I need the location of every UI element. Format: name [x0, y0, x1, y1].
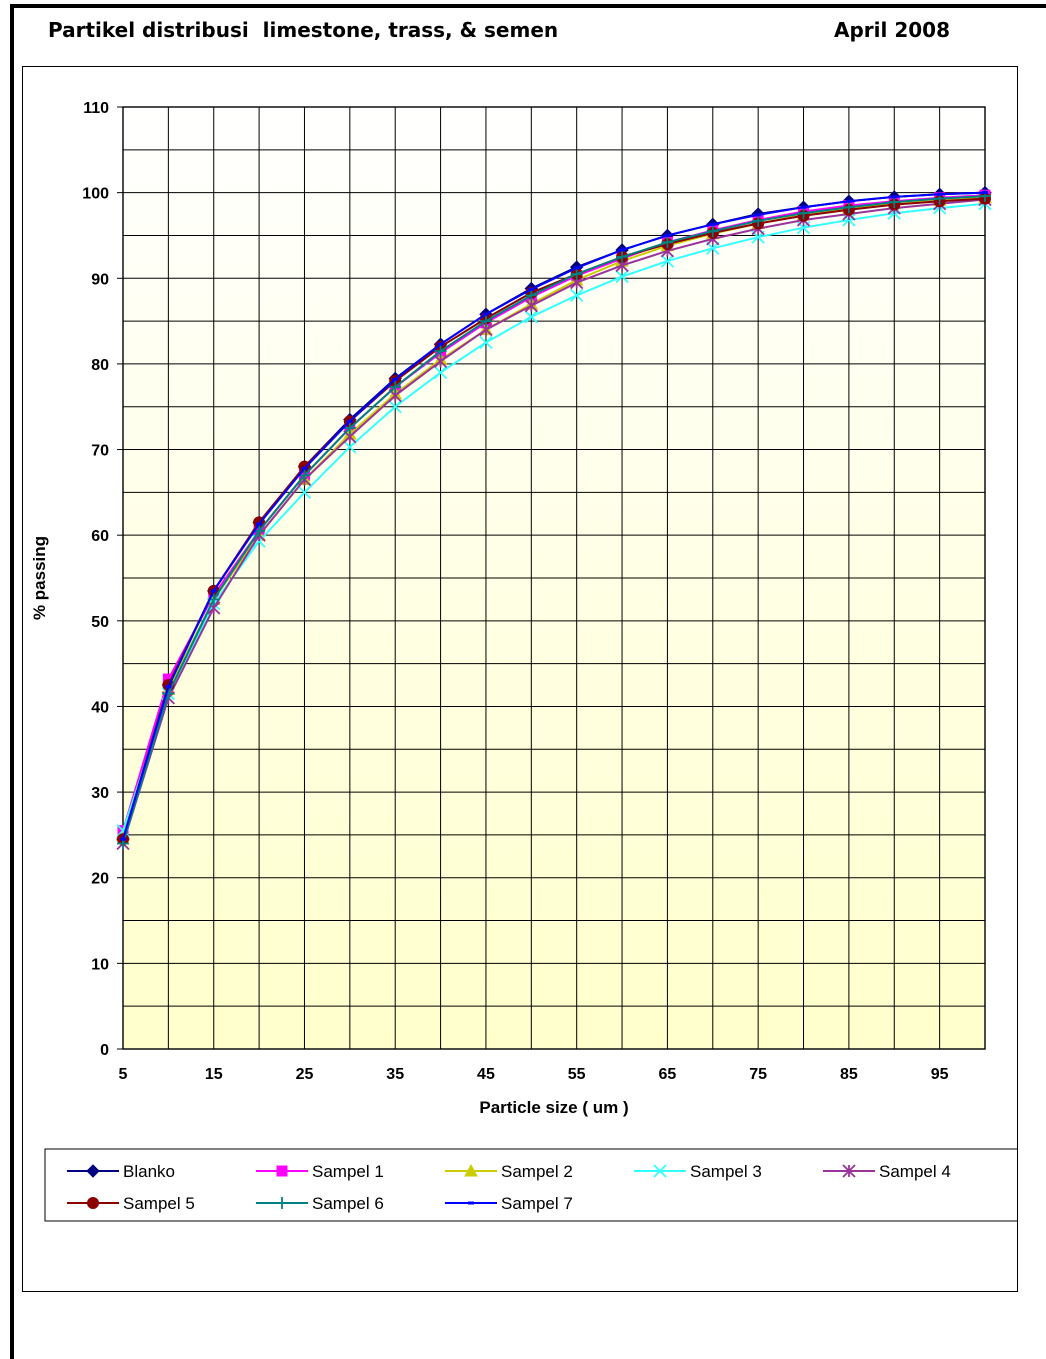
data-point — [433, 354, 448, 368]
data-point — [524, 299, 538, 313]
series-line — [122, 202, 986, 831]
series-line — [122, 191, 986, 840]
frame-top-border — [10, 4, 1046, 8]
page-date: April 2008 — [834, 18, 950, 42]
series-sampel-3 — [116, 197, 992, 838]
series-line — [122, 198, 986, 844]
data-point — [706, 241, 720, 255]
data-point — [842, 1164, 856, 1178]
data-point — [479, 335, 493, 350]
x-tick-label: 5 — [119, 1066, 128, 1083]
series-sampel-7 — [120, 191, 988, 841]
legend-label: Sampel 7 — [501, 1194, 573, 1213]
y-tick-label: 60 — [91, 528, 109, 545]
legend-label: Sampel 6 — [312, 1194, 384, 1213]
legend-item: Sampel 4 — [823, 1162, 951, 1181]
legend-item: Sampel 2 — [445, 1162, 573, 1181]
legend-label: Sampel 4 — [879, 1162, 951, 1181]
x-tick-label: 85 — [840, 1066, 858, 1083]
data-point — [276, 1197, 288, 1209]
legend-label: Sampel 3 — [690, 1162, 762, 1181]
data-point — [464, 1163, 478, 1177]
data-point — [343, 422, 356, 435]
series-layer — [116, 185, 992, 851]
line-chart: 0 10 20 30 40 50 60 70 80 90 100 110 5 15 25 35 45 55 65 7… — [30, 100, 1017, 1222]
data-point — [434, 345, 447, 358]
series-line — [122, 197, 986, 840]
x-axis-ticks: 5 15 25 35 45 55 65 75 85 95 — [119, 1066, 949, 1083]
legend-item: Sampel 5 — [67, 1194, 195, 1213]
data-point — [615, 269, 629, 284]
y-tick-label: 10 — [91, 956, 109, 973]
legend-label: Sampel 5 — [123, 1194, 195, 1213]
y-tick-label: 70 — [91, 443, 109, 460]
data-point — [388, 400, 402, 414]
y-tick-label: 0 — [100, 1042, 109, 1059]
data-point — [525, 289, 538, 302]
data-point — [479, 315, 492, 328]
legend-item: Sampel 3 — [634, 1162, 762, 1181]
data-point — [570, 267, 583, 280]
y-tick-label: 110 — [83, 100, 109, 117]
y-tick-label: 30 — [91, 785, 109, 802]
series-sampel-6 — [117, 190, 991, 850]
legend-box — [44, 1148, 1017, 1222]
data-point — [661, 236, 674, 249]
x-tick-label: 55 — [568, 1066, 586, 1083]
y-tick-label: 90 — [91, 271, 109, 288]
series-line — [122, 195, 986, 844]
x-tick-label: 65 — [659, 1066, 677, 1083]
data-point — [297, 485, 312, 500]
y-tick-label: 40 — [91, 699, 109, 716]
legend: Blanko Sampel 1 Sampel 2 Sampel 3 Sampel 4 Sa… — [44, 1148, 1017, 1222]
legend-item: Sampel 1 — [256, 1162, 384, 1181]
legend-item: Blanko — [67, 1162, 175, 1181]
y-axis-title: % passing — [30, 536, 49, 620]
x-tick-label: 15 — [205, 1066, 223, 1083]
x-tick-label: 45 — [477, 1066, 495, 1083]
chart-container: 0 10 20 30 40 50 60 70 80 90 100 110 5 15 25 35 45 55 65 7… — [22, 66, 1018, 1292]
y-tick-label: 80 — [91, 357, 109, 374]
data-point — [298, 469, 311, 482]
x-axis-title: Particle size ( um ) — [479, 1098, 628, 1117]
frame-left-border — [10, 4, 14, 1359]
x-tick-label: 75 — [749, 1066, 767, 1083]
data-point — [276, 1165, 288, 1177]
data-point — [87, 1197, 99, 1209]
x-tick-label: 35 — [386, 1066, 404, 1083]
grid-lines — [117, 106, 986, 1050]
legend-item: Sampel 7 — [445, 1194, 573, 1213]
data-point — [842, 201, 855, 214]
y-axis-ticks: 0 10 20 30 40 50 60 70 80 90 100 110 — [82, 100, 109, 1059]
data-point — [616, 250, 629, 263]
data-point — [653, 1164, 667, 1178]
y-tick-label: 20 — [91, 871, 109, 888]
legend-label: Sampel 2 — [501, 1162, 573, 1181]
data-point — [797, 207, 810, 220]
data-point — [524, 310, 538, 324]
data-point — [343, 440, 357, 454]
y-tick-label: 50 — [91, 614, 109, 631]
data-point — [86, 1164, 100, 1178]
y-tick-label: 100 — [82, 186, 109, 203]
data-point — [706, 225, 719, 238]
legend-label: Sampel 1 — [312, 1162, 384, 1181]
page-title: Partikel distribusi limestone, trass, & … — [48, 18, 559, 42]
data-point — [389, 381, 402, 394]
legend-label: Blanko — [123, 1162, 175, 1181]
data-point — [433, 365, 448, 380]
x-tick-label: 95 — [931, 1066, 949, 1083]
data-point — [752, 214, 765, 227]
x-tick-label: 25 — [296, 1066, 314, 1083]
data-point — [660, 254, 675, 268]
plot-border — [122, 106, 986, 1050]
legend-item: Sampel 6 — [256, 1194, 384, 1213]
data-point — [570, 288, 584, 303]
